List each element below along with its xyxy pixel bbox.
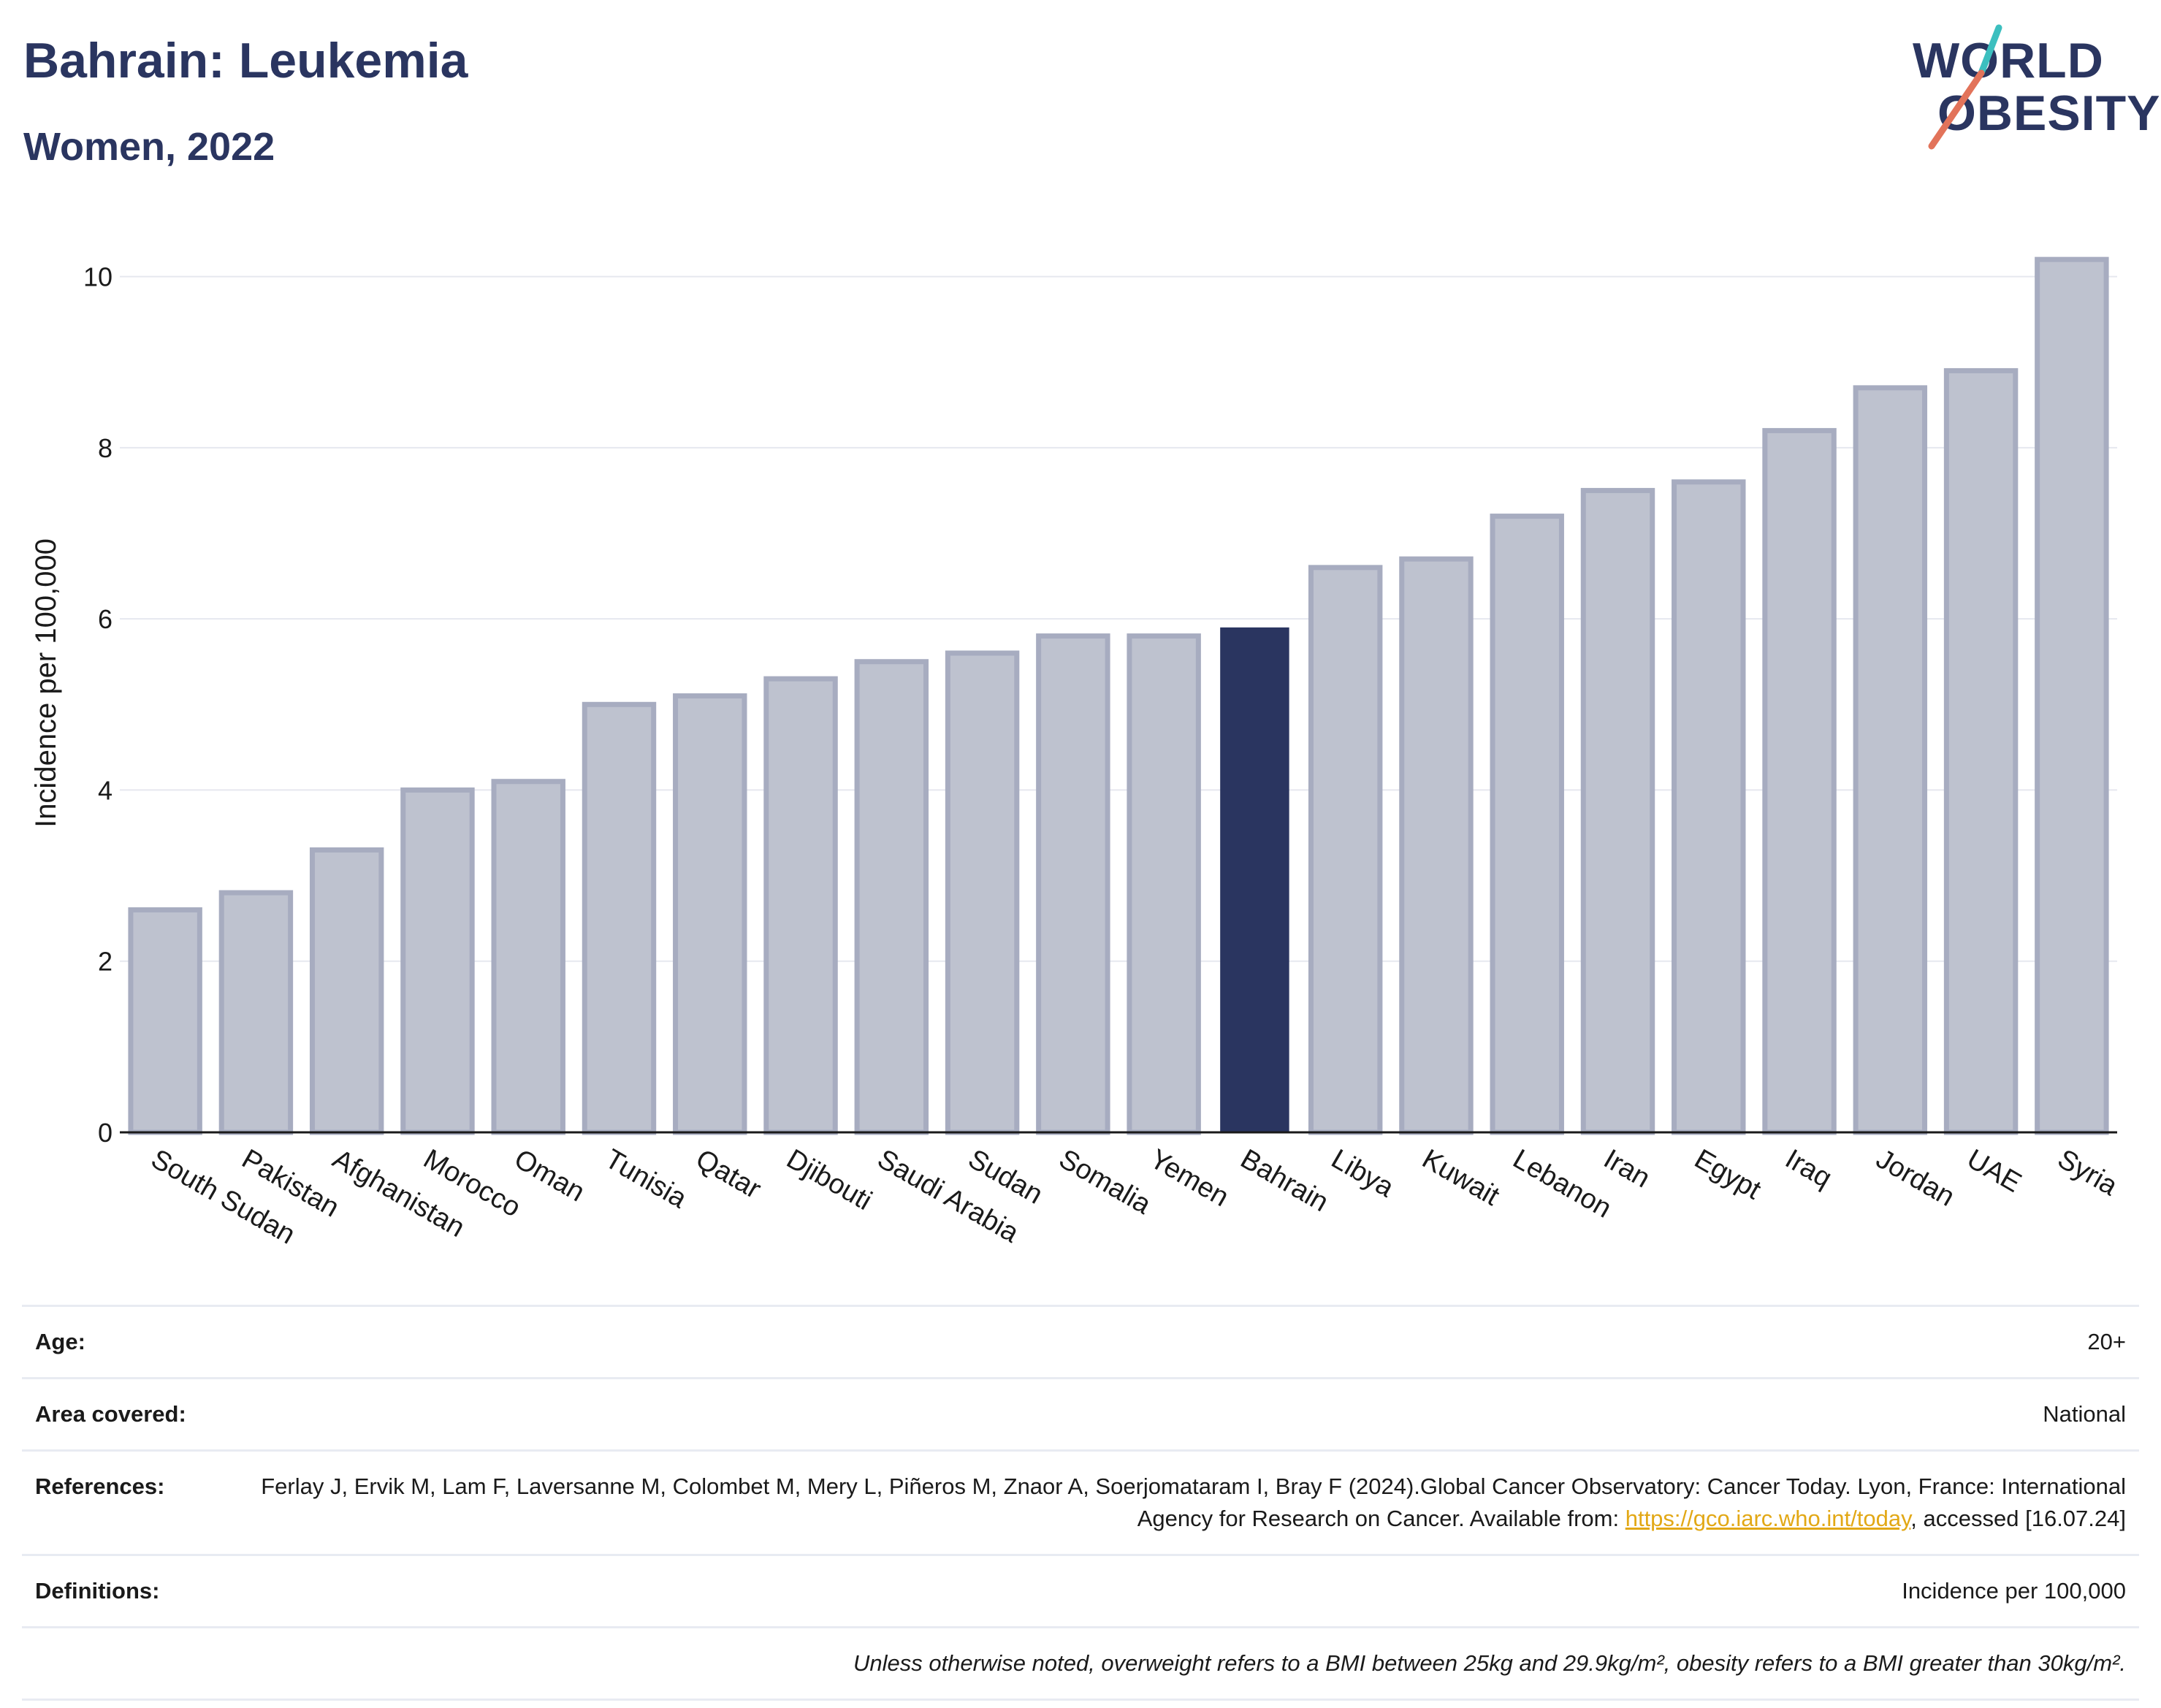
x-tick-label: Qatar	[690, 1143, 766, 1205]
meta-row-note: Unless otherwise noted, overweight refer…	[22, 1626, 2139, 1701]
definitions-value: Incidence per 100,000	[1902, 1578, 2126, 1604]
x-tick-label: Jordan	[1871, 1143, 1960, 1212]
x-tick-label: Libya	[1326, 1143, 1399, 1203]
chart-title: Bahrain: Leukemia	[23, 33, 468, 88]
y-tick-label: 10	[83, 262, 113, 292]
logo-slash-icon	[1928, 24, 2002, 150]
meta-row-references: References: Ferlay J, Ervik M, Lam F, La…	[22, 1449, 2139, 1554]
bar-jordan	[1853, 385, 1928, 1135]
bar-iraq	[1762, 427, 1837, 1135]
bar-south-sudan	[128, 907, 202, 1135]
definitions-label: Definitions:	[35, 1578, 160, 1604]
bar-djibouti	[763, 676, 838, 1135]
x-tick-label: Egypt	[1689, 1143, 1766, 1205]
y-tick-label: 0	[98, 1118, 113, 1148]
x-tick-label: UAE	[1962, 1143, 2027, 1198]
x-tick-label: Iran	[1598, 1143, 1655, 1194]
bar-afghanistan	[309, 847, 384, 1135]
bar-kuwait	[1399, 556, 1474, 1135]
references-link[interactable]: https://gco.iarc.who.int/today	[1625, 1506, 1911, 1531]
bar-qatar	[673, 693, 747, 1135]
meta-row-area: Area covered: National	[22, 1377, 2139, 1449]
bar-somalia	[1036, 633, 1110, 1135]
bar-tunisia	[582, 701, 657, 1135]
x-tick-label: Somalia	[1053, 1143, 1156, 1220]
area-value: National	[2043, 1401, 2126, 1427]
references-text: Ferlay J, Ervik M, Lam F, Laversanne M, …	[261, 1473, 2126, 1531]
metadata-table: Age: 20+ Area covered: National Referenc…	[22, 1305, 2139, 1701]
age-value: 20+	[2087, 1329, 2126, 1354]
x-tick-label: Kuwait	[1417, 1143, 1504, 1212]
bar-syria	[2035, 256, 2109, 1135]
chart-subtitle: Women, 2022	[23, 125, 275, 169]
references-tail: , accessed [16.07.24]	[1910, 1506, 2126, 1531]
bar-oman	[491, 779, 565, 1135]
bar-morocco	[400, 787, 475, 1135]
logo-line2: OBESITY	[1937, 85, 2161, 141]
bar-sudan	[945, 650, 1020, 1135]
meta-row-definitions: Definitions: Incidence per 100,000	[22, 1554, 2139, 1626]
x-tick-label: Djibouti	[782, 1143, 877, 1216]
references-label: References:	[35, 1473, 165, 1499]
meta-row-age: Age: 20+	[22, 1305, 2139, 1377]
area-label: Area covered:	[35, 1401, 186, 1427]
y-tick-label: 4	[98, 775, 113, 805]
bar-saudi-arabia	[854, 659, 929, 1135]
x-tick-label: Syria	[2052, 1143, 2123, 1202]
bar-egypt	[1672, 479, 1746, 1135]
world-obesity-logo: WORLD OBESITY	[1899, 22, 2160, 153]
bar-iran	[1580, 487, 1655, 1135]
bar-uae	[1943, 367, 2019, 1135]
references-value: Ferlay J, Ervik M, Lam F, Laversanne M, …	[256, 1471, 2126, 1535]
bar-yemen	[1127, 633, 1201, 1135]
x-tick-label: Iraq	[1780, 1143, 1837, 1194]
bar-libya	[1308, 565, 1383, 1135]
bar-bahrain	[1220, 627, 1289, 1132]
x-tick-label: Tunisia	[600, 1143, 693, 1214]
y-tick-label: 2	[98, 947, 113, 977]
age-label: Age:	[35, 1329, 85, 1354]
y-tick-label: 6	[98, 604, 113, 634]
bar-pakistan	[218, 890, 294, 1135]
bmi-note: Unless otherwise noted, overweight refer…	[853, 1650, 2126, 1676]
x-tick-label: Bahrain	[1235, 1143, 1333, 1218]
bar-lebanon	[1490, 514, 1564, 1135]
x-tick-label: Lebanon	[1508, 1143, 1617, 1224]
y-axis-label: Incidence per 100,000	[30, 538, 62, 828]
logo-line1: WORLD	[1913, 33, 2104, 88]
y-tick-label: 8	[98, 433, 113, 463]
x-tick-label: Yemen	[1145, 1143, 1234, 1213]
